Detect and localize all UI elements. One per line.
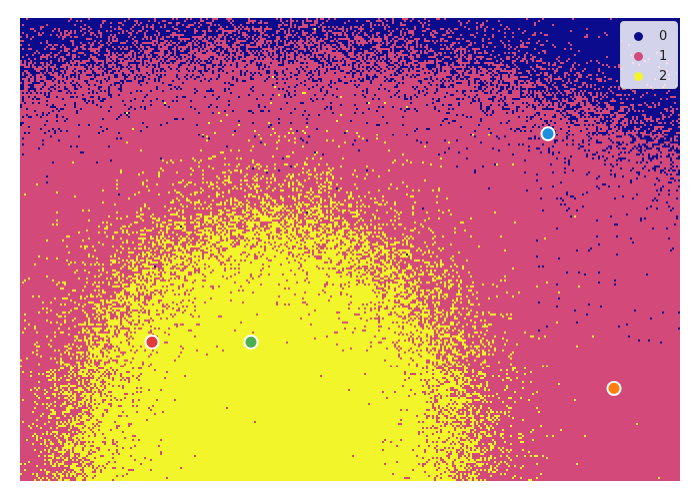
blue-point: [540, 126, 556, 142]
orange-point: [606, 380, 622, 396]
legend-swatch-1: [634, 51, 643, 61]
legend-label-1: 1: [659, 48, 668, 64]
legend: 0 1 2: [620, 21, 678, 89]
legend-swatch-2: [634, 71, 643, 81]
red-point: [144, 334, 160, 350]
legend-swatch-0: [634, 31, 643, 41]
legend-entry-2: 2: [628, 66, 670, 86]
legend-entry-0: 0: [628, 26, 670, 46]
green-point: [243, 334, 259, 350]
legend-label-2: 2: [659, 68, 668, 84]
legend-label-0: 0: [659, 28, 668, 44]
decision-region-map: [20, 18, 680, 481]
legend-entry-1: 1: [628, 46, 670, 66]
